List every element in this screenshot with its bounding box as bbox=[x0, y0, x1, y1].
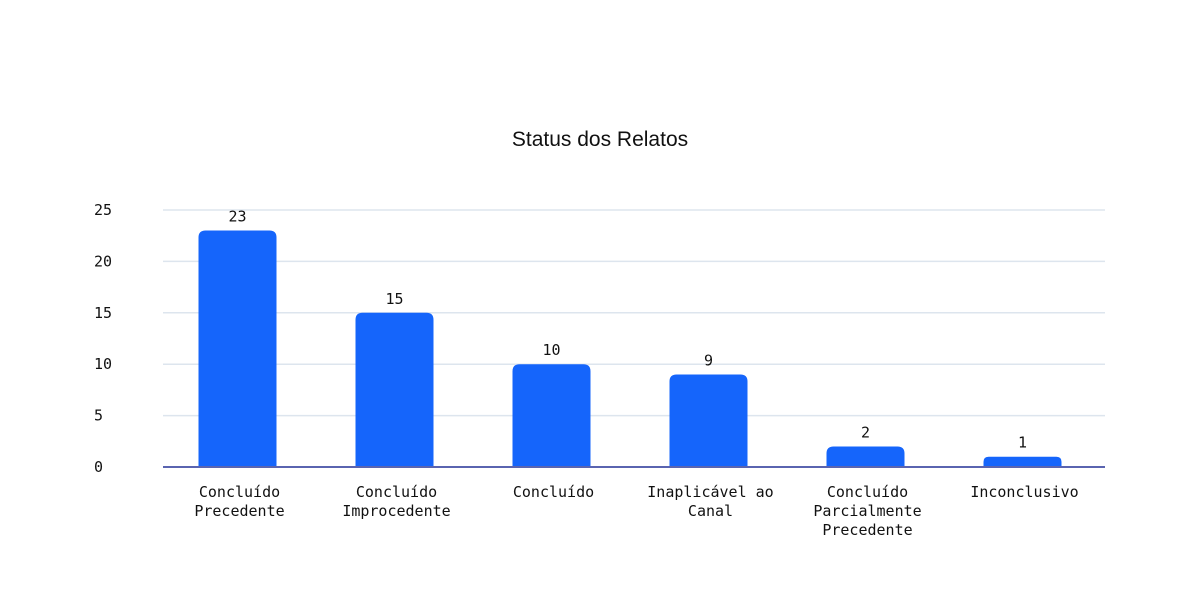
x-tick-label: Precedente bbox=[822, 521, 912, 539]
data-label: 9 bbox=[704, 351, 713, 369]
x-tick-label: Concluído bbox=[199, 483, 280, 501]
x-tick-label: Inconclusivo bbox=[970, 483, 1078, 501]
bar bbox=[669, 374, 748, 467]
x-tick-label: Concluído bbox=[827, 483, 908, 501]
x-tick-label: Parcialmente bbox=[813, 502, 921, 520]
bar bbox=[826, 446, 905, 467]
x-tick-label: Concluído bbox=[513, 483, 594, 501]
data-label: 15 bbox=[385, 290, 403, 308]
data-label: 10 bbox=[542, 341, 560, 359]
data-label: 1 bbox=[1018, 434, 1027, 452]
data-label: 2 bbox=[861, 423, 870, 441]
bar bbox=[198, 230, 277, 467]
x-tick-label: Improcedente bbox=[342, 502, 450, 520]
y-tick-label: 0 bbox=[94, 458, 103, 476]
x-tick-label: Inaplicável ao bbox=[647, 483, 773, 501]
bar bbox=[512, 364, 591, 467]
chart-title: Status dos Relatos bbox=[511, 128, 689, 151]
y-tick-label: 10 bbox=[94, 355, 112, 373]
y-tick-label: 5 bbox=[94, 407, 103, 425]
bar bbox=[983, 456, 1062, 467]
y-tick-label: 20 bbox=[94, 252, 112, 270]
bar bbox=[355, 312, 434, 467]
x-tick-label: Canal bbox=[688, 502, 733, 520]
x-tick-label: Concluído bbox=[356, 483, 437, 501]
y-tick-label: 25 bbox=[94, 201, 112, 219]
x-tick-label: Precedente bbox=[194, 502, 284, 520]
y-tick-label: 15 bbox=[94, 304, 112, 322]
data-label: 23 bbox=[228, 208, 246, 226]
